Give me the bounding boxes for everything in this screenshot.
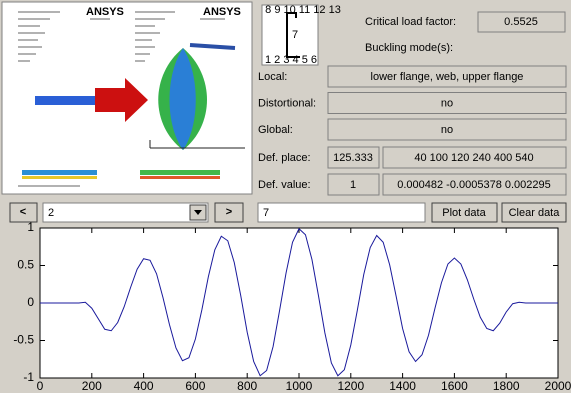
x-tick-label: 1400 xyxy=(389,379,416,393)
value: 0.000482 -0.0005378 0.002295 xyxy=(397,179,551,191)
value: lower flange, web, upper flange xyxy=(371,71,524,83)
x-tick-label: 1200 xyxy=(337,379,364,393)
value: 40 100 120 240 400 540 xyxy=(414,152,533,164)
text-input[interactable]: 7 xyxy=(258,203,425,222)
value: 0.5525 xyxy=(504,16,538,28)
button-label: > xyxy=(226,206,232,218)
dropdown-value: 2 xyxy=(48,207,54,219)
x-tick-label: 600 xyxy=(185,379,205,393)
button-label: Plot data xyxy=(442,207,486,219)
node-labels: 8 9 10 11 12 13 xyxy=(265,4,341,16)
y-tick-label: -1 xyxy=(23,370,34,384)
label: Critical load factor: xyxy=(365,16,456,28)
preview-image: ANSYS ANSYS xyxy=(2,2,252,194)
button-label: < xyxy=(20,206,26,218)
label: Def. place: xyxy=(258,152,311,164)
y-tick-label: 0 xyxy=(27,295,34,309)
label: Def. value: xyxy=(258,179,311,191)
button-label: Clear data xyxy=(509,207,561,219)
label: Global: xyxy=(258,124,293,136)
label: Distortional: xyxy=(258,97,316,109)
x-tick-label: 800 xyxy=(237,379,257,393)
y-tick-label: 0.5 xyxy=(17,258,34,272)
logo: ANSYS xyxy=(203,6,241,18)
value: 125.333 xyxy=(333,152,373,164)
value: no xyxy=(441,97,453,109)
label: Buckling mode(s): xyxy=(365,42,453,54)
prev-button[interactable]: < xyxy=(10,203,37,222)
x-tick-label: 2000 xyxy=(545,379,571,393)
value: 1 xyxy=(350,179,356,191)
x-tick-label: 1600 xyxy=(441,379,468,393)
x-tick-label: 1800 xyxy=(493,379,520,393)
node-label: 7 xyxy=(292,29,298,41)
node-labels: 1 2 3 4 5 6 xyxy=(265,54,317,66)
plot-area xyxy=(40,228,558,378)
next-button[interactable]: > xyxy=(215,203,243,222)
clear-button[interactable]: Clear data xyxy=(502,203,566,222)
y-tick-label: -0.5 xyxy=(13,333,34,347)
value: no xyxy=(441,124,453,136)
mode-dropdown[interactable]: 2 xyxy=(43,203,208,222)
y-tick-label: 1 xyxy=(27,220,34,234)
plot-button[interactable]: Plot data xyxy=(432,203,497,222)
logo: ANSYS xyxy=(86,6,124,18)
x-tick-label: 0 xyxy=(37,379,44,393)
input-value: 7 xyxy=(263,207,269,219)
label: Local: xyxy=(258,71,287,83)
x-tick-label: 400 xyxy=(134,379,154,393)
app-window: ANSYS ANSYS 8 9 10 11 12 13 7 1 2 3 4 5 … xyxy=(0,0,571,393)
x-tick-label: 1000 xyxy=(286,379,313,393)
x-tick-label: 200 xyxy=(82,379,102,393)
